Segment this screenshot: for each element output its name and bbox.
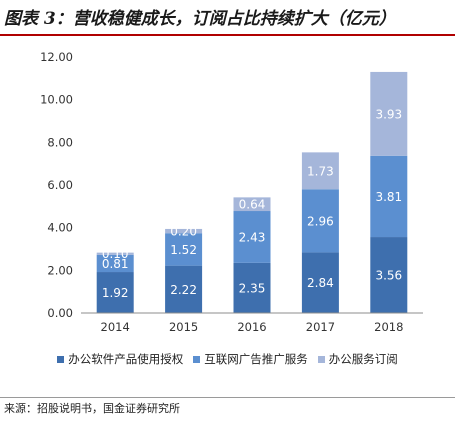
legend-swatch (193, 355, 201, 363)
data-label: 2.22 (170, 283, 197, 297)
footer-divider (0, 397, 455, 398)
data-label: 1.92 (102, 286, 129, 300)
figure-title: 图表 3：营收稳健成长，订阅占比持续扩大（亿元） (4, 9, 396, 29)
bar-segment (96, 254, 134, 273)
data-label: 1.52 (170, 243, 197, 257)
bar-segment (233, 211, 271, 263)
y-tick-label: 10.00 (40, 93, 73, 107)
y-tick-label: 8.00 (47, 135, 73, 149)
y-tick-label: 2.00 (47, 263, 73, 277)
bar-segment (301, 252, 339, 313)
bar-segment (370, 155, 408, 238)
x-tick-label: 2014 (101, 320, 130, 334)
bar-segment (165, 265, 203, 313)
legend-item: 办公服务订阅 (317, 351, 398, 367)
y-tick-label: 6.00 (47, 178, 73, 192)
chart-legend: 办公软件产品使用授权 互联网广告推广服务 办公服务订阅 (0, 350, 455, 368)
data-label: 2.96 (307, 214, 334, 228)
bar-segment (96, 252, 134, 255)
x-tick-label: 2016 (237, 320, 266, 334)
legend-item: 互联网广告推广服务 (193, 351, 308, 367)
bar-segment (301, 189, 339, 253)
x-tick-label: 2017 (306, 320, 335, 334)
bar-segment (370, 237, 408, 313)
data-label: 2.35 (239, 281, 266, 295)
data-label: 2.84 (307, 276, 334, 290)
legend-label: 办公软件产品使用授权 (68, 352, 184, 366)
x-tick-label: 2018 (374, 320, 403, 334)
data-label: 2.43 (239, 230, 266, 244)
legend-label: 互联网广告推广服务 (204, 352, 308, 366)
y-tick-label: 0.00 (47, 306, 73, 320)
bar-segment (370, 71, 408, 156)
legend-item: 办公软件产品使用授权 (57, 351, 183, 367)
data-label: 3.81 (375, 190, 402, 204)
x-tick-label: 2015 (169, 320, 198, 334)
data-label: 3.56 (375, 269, 402, 283)
source-note: 来源：招股说明书，国金证券研究所 (4, 402, 180, 415)
y-tick-label: 12.00 (40, 50, 73, 64)
data-label: 0.10 (102, 247, 129, 261)
data-label: 0.81 (102, 257, 129, 271)
bar-segment (96, 272, 134, 313)
legend-swatch (317, 355, 325, 363)
bar-segment (233, 197, 271, 212)
bar-segment (233, 262, 271, 313)
data-label: 3.93 (375, 107, 402, 121)
legend-label: 办公服务订阅 (328, 352, 398, 366)
y-tick-label: 4.00 (47, 221, 73, 235)
legend-swatch (57, 355, 65, 363)
data-label: 1.73 (307, 164, 334, 178)
bar-segment (301, 152, 339, 190)
bar-segment (165, 233, 203, 266)
stacked-bar-chart: 0.002.004.006.008.0010.0012.001.920.810.… (40, 50, 423, 334)
bar-segment (165, 228, 203, 234)
data-label: 0.64 (239, 198, 266, 212)
title-divider (0, 34, 455, 36)
data-label: 0.20 (170, 225, 197, 239)
